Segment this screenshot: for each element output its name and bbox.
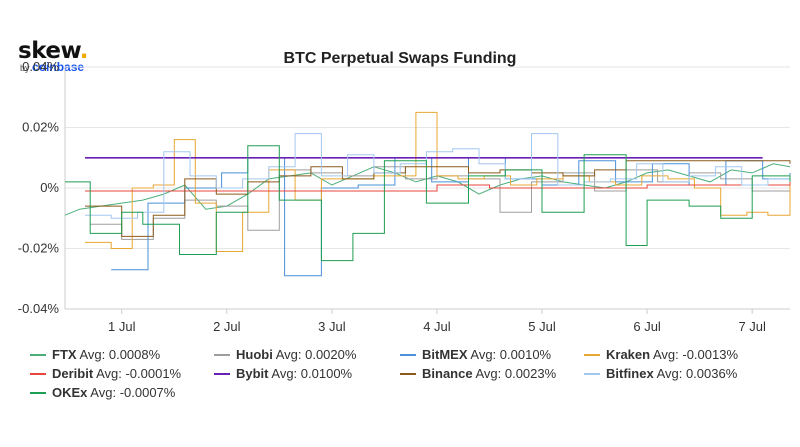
logo-skew: skew — [18, 38, 80, 64]
legend-series-avg: Avg: 0.0023% — [472, 366, 557, 381]
chart-title: BTC Perpetual Swaps Funding — [283, 50, 517, 67]
legend-swatch — [30, 372, 46, 375]
x-tick-label: 5 Jul — [528, 319, 556, 334]
y-tick-label: -0.02% — [18, 241, 60, 256]
grid-layer — [65, 66, 790, 310]
legend-item-binance[interactable]: Binance Avg: 0.0023% — [400, 366, 556, 382]
axis-layer: 0.04% 0.02% 0% -0.02% -0.04% 1 Jul 2 Jul 3 Jul 4… — [18, 59, 790, 334]
legend-series-name: Kraken — [606, 347, 651, 362]
x-tick-label: 2 Jul — [213, 319, 241, 334]
x-tick-label: 6 Jul — [633, 319, 661, 334]
legend-series-avg: Avg: 0.0036% — [653, 366, 738, 381]
legend-swatch — [30, 391, 46, 394]
x-tick-label: 7 Jul — [738, 319, 766, 334]
legend-series-name: Huobi — [236, 347, 273, 362]
legend-swatch — [584, 372, 600, 375]
y-tick-label: 0% — [40, 180, 59, 195]
y-tick-label: 0.04% — [22, 59, 59, 74]
series-line-okex[interactable] — [65, 145, 791, 262]
legend-item-deribit[interactable]: Deribit Avg: -0.0001% — [30, 366, 181, 382]
x-tick-label: 1 Jul — [108, 319, 136, 334]
series-line-bitfinex[interactable] — [85, 133, 790, 219]
legend-series-avg: Avg: -0.0001% — [93, 366, 182, 381]
legend-series-avg: Avg: -0.0013% — [650, 347, 739, 362]
legend-series-name: Deribit — [52, 366, 94, 381]
x-tick-label: 3 Jul — [318, 319, 346, 334]
logo-by: by — [20, 63, 30, 73]
series-line-deribit[interactable] — [85, 181, 791, 192]
legend-item-ftx[interactable]: FTX Avg: 0.0008% — [30, 347, 160, 363]
legend-series-name: OKEx — [52, 385, 88, 400]
legend-series-avg: Avg: 0.0020% — [272, 347, 357, 362]
x-tick-label: 4 Jul — [423, 319, 451, 334]
legend-swatch — [214, 372, 230, 375]
legend-series-name: Bitfinex — [606, 366, 654, 381]
legend-swatch — [30, 353, 46, 356]
logo-dot: . — [79, 38, 89, 64]
legend-item-okex[interactable]: OKEx Avg: -0.0007% — [30, 385, 175, 401]
legend-item-bybit[interactable]: Bybit Avg: 0.0100% — [214, 366, 352, 382]
legend-item-huobi[interactable]: Huobi Avg: 0.0020% — [214, 347, 356, 363]
logo-coinbase: coinbase — [32, 60, 85, 74]
legend-series-avg: Avg: 0.0010% — [467, 347, 552, 362]
y-tick-label: 0.02% — [22, 120, 59, 135]
legend-series-avg: Avg: 0.0100% — [268, 366, 353, 381]
legend-swatch — [400, 372, 416, 375]
legend-series-avg: Avg: 0.0008% — [76, 347, 161, 362]
series-line-kraken[interactable] — [85, 111, 791, 252]
legend-series-name: FTX — [52, 347, 77, 362]
y-tick-label: -0.04% — [18, 301, 60, 316]
legend-series-name: BitMEX — [422, 347, 468, 362]
legend-series-avg: Avg: -0.0007% — [87, 385, 176, 400]
series-layer — [64, 111, 791, 277]
legend-series-name: Binance — [422, 366, 473, 381]
legend-swatch — [584, 353, 600, 356]
legend-item-kraken[interactable]: Kraken Avg: -0.0013% — [584, 347, 738, 363]
legend-swatch — [214, 353, 230, 356]
legend-series-name: Bybit — [236, 366, 269, 381]
legend-item-bitfinex[interactable]: Bitfinex Avg: 0.0036% — [584, 366, 737, 382]
skew-coinbase-logo: skew. by coinbase — [18, 38, 89, 74]
series-line-ftx[interactable] — [64, 163, 791, 216]
legend-swatch — [400, 353, 416, 356]
legend-item-bitmex[interactable]: BitMEX Avg: 0.0010% — [400, 347, 551, 363]
